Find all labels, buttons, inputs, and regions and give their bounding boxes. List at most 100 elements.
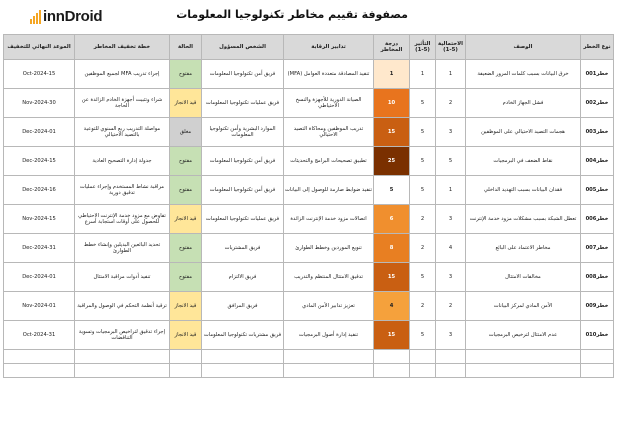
- risk-id-cell: خطر006: [580, 204, 614, 234]
- owner-cell: الموارد البشرية وأمن تكنولوجيا المعلومات: [201, 117, 284, 147]
- risk-id-cell: خطر001: [580, 59, 614, 89]
- col-header: الحالة: [169, 34, 202, 60]
- control-cell: تدقيق الامتثال المنتظم والتدريب: [283, 262, 374, 292]
- deadline-cell: 15-Dec-2024: [3, 146, 75, 176]
- table-row: خطر007 مخاطر الاعتماد على البائع 4 2 8 ت…: [3, 233, 614, 263]
- owner-cell: فريق أمن تكنولوجيا المعلومات: [201, 175, 284, 205]
- likelihood-cell: 3: [435, 320, 466, 350]
- risk-id-cell: خطر008: [580, 262, 614, 292]
- table-row: خطر002 فشل الجهاز الخادم 2 5 10 الصيانة …: [3, 88, 614, 118]
- risk-score-cell: 15: [373, 262, 410, 292]
- likelihood-cell: 1: [435, 59, 466, 89]
- table-row: خطر008 مخالفات الامتثال 3 5 15 تدقيق الا…: [3, 262, 614, 292]
- status-cell: قيد الانجاز: [169, 88, 202, 118]
- plan-cell: شراء وتثبيت أجهزة الخادم الزائدة عن الحا…: [74, 88, 170, 118]
- description-cell: مخالفات الامتثال: [465, 262, 581, 292]
- status-cell: مفتوح: [169, 59, 202, 89]
- table-row: خطر005 فقدان البيانات بسبب التهديد الداخ…: [3, 175, 614, 205]
- control-cell: تعزيز تدابير الأمن المادي: [283, 291, 374, 321]
- page-title: مصفوفة تقييم مخاطر تكنولوجيا المعلومات: [176, 8, 408, 21]
- impact-cell: 5: [409, 146, 436, 176]
- owner-cell: فريق عمليات تكنولوجيا المعلومات: [201, 204, 284, 234]
- control-cell: تنفيذ ضوابط صارمة للوصول إلى البيانات: [283, 175, 374, 205]
- plan-cell: إجراء تدريب MFA لجميع الموظفين: [74, 59, 170, 89]
- plan-cell: تحديد البائعين البديلين وإنشاء خطط الطوا…: [74, 233, 170, 263]
- risk-id-cell: خطر004: [580, 146, 614, 176]
- description-cell: الأمن المادي لمركز البيانات: [465, 291, 581, 321]
- risk-score-cell: 1: [373, 59, 410, 89]
- impact-cell: 2: [409, 233, 436, 263]
- control-cell: تدريب الموظفين ومحاكاة التصيد الاحتيالي: [283, 117, 374, 147]
- likelihood-cell: 5: [435, 146, 466, 176]
- empty-row: [3, 363, 614, 378]
- impact-cell: 5: [409, 88, 436, 118]
- risk-score-cell: 4: [373, 291, 410, 321]
- deadline-cell: 01-Dec-2024: [3, 117, 75, 147]
- deadline-cell: 15-Nov-2024: [3, 204, 75, 234]
- col-header: نوع الخطر: [580, 34, 614, 60]
- likelihood-cell: 2: [435, 291, 466, 321]
- status-cell: قيد الانجاز: [169, 320, 202, 350]
- owner-cell: فريق المشتريات: [201, 233, 284, 263]
- plan-cell: مراقبة نشاط المستخدم وإجراء عمليات تدقيق…: [74, 175, 170, 205]
- control-cell: تنفيذ المصادقة متعددة العوامل (MFA): [283, 59, 374, 89]
- logo-bars-icon: [30, 10, 41, 24]
- description-cell: فقدان البيانات بسبب التهديد الداخلي: [465, 175, 581, 205]
- plan-cell: تفاوض مع مزود خدمة الإنترنت الاحتياطي لل…: [74, 204, 170, 234]
- owner-cell: فريق أمن تكنولوجيا المعلومات: [201, 146, 284, 176]
- likelihood-cell: 2: [435, 88, 466, 118]
- risk-score-cell: 15: [373, 117, 410, 147]
- likelihood-cell: 1: [435, 175, 466, 205]
- header: innDroid مصفوفة تقييم مخاطر تكنولوجيا ال…: [0, 0, 620, 30]
- deadline-cell: 15-Oct-2024: [3, 59, 75, 89]
- description-cell: هجمات التصيد الاحتيالي على الموظفين: [465, 117, 581, 147]
- control-cell: تطبيق تصحيحات البرامج والتحديثات: [283, 146, 374, 176]
- col-header: الوصف: [465, 34, 581, 60]
- likelihood-cell: 4: [435, 233, 466, 263]
- status-cell: مغلق: [169, 117, 202, 147]
- risk-score-cell: 5: [373, 175, 410, 205]
- owner-cell: فريق أمن تكنولوجيا المعلومات: [201, 59, 284, 89]
- control-cell: الصيانة الدورية للأجهزة والنسخ الاحتياطي: [283, 88, 374, 118]
- impact-cell: 5: [409, 320, 436, 350]
- risk-id-cell: خطر005: [580, 175, 614, 205]
- description-cell: فشل الجهاز الخادم: [465, 88, 581, 118]
- table-header-row: نوع الخطر الوصف الاحتمالية (5-1) التأثير…: [3, 34, 614, 60]
- description-cell: تعطل الشبكة بسبب مشكلات مزود خدمة الإنتر…: [465, 204, 581, 234]
- col-header: خطة تخفيف المخاطر: [74, 34, 170, 60]
- likelihood-cell: 3: [435, 262, 466, 292]
- impact-cell: 5: [409, 175, 436, 205]
- likelihood-cell: 3: [435, 204, 466, 234]
- control-cell: اتصالات مزود خدمة الإنترنت الزائدة: [283, 204, 374, 234]
- status-cell: قيد الانجاز: [169, 291, 202, 321]
- status-cell: قيد الانجاز: [169, 204, 202, 234]
- impact-cell: 5: [409, 117, 436, 147]
- impact-cell: 2: [409, 291, 436, 321]
- description-cell: عدم الامتثال لترخيص البرمجيات: [465, 320, 581, 350]
- col-header: الشخص المسؤول: [201, 34, 284, 60]
- table-row: خطر006 تعطل الشبكة بسبب مشكلات مزود خدمة…: [3, 204, 614, 234]
- plan-cell: مواصلة التدريب ربع السنوي للتوعية بالتصي…: [74, 117, 170, 147]
- owner-cell: فريق الالتزام: [201, 262, 284, 292]
- col-header: التأثير (5-1): [409, 34, 436, 60]
- risk-id-cell: خطر010: [580, 320, 614, 350]
- impact-cell: 5: [409, 262, 436, 292]
- risk-score-cell: 25: [373, 146, 410, 176]
- risk-matrix-table: نوع الخطر الوصف الاحتمالية (5-1) التأثير…: [3, 34, 614, 378]
- risk-id-cell: خطر007: [580, 233, 614, 263]
- col-header: درجة المخاطر: [373, 34, 410, 60]
- table-row: خطر010 عدم الامتثال لترخيص البرمجيات 3 5…: [3, 320, 614, 350]
- description-cell: نقاط الضعف في البرمجيات: [465, 146, 581, 176]
- impact-cell: 1: [409, 59, 436, 89]
- risk-id-cell: خطر002: [580, 88, 614, 118]
- impact-cell: 2: [409, 204, 436, 234]
- status-cell: مفتوح: [169, 262, 202, 292]
- description-cell: خرق البيانات بسبب كلمات المرور الضعيفة: [465, 59, 581, 89]
- empty-row: [3, 349, 614, 364]
- plan-cell: تنفيذ أدوات مراقبة الامتثال: [74, 262, 170, 292]
- col-header: الموعد النهائي للتخفيف: [3, 34, 75, 60]
- risk-score-cell: 10: [373, 88, 410, 118]
- deadline-cell: 31-Dec-2024: [3, 233, 75, 263]
- deadline-cell: 30-Nov-2024: [3, 88, 75, 118]
